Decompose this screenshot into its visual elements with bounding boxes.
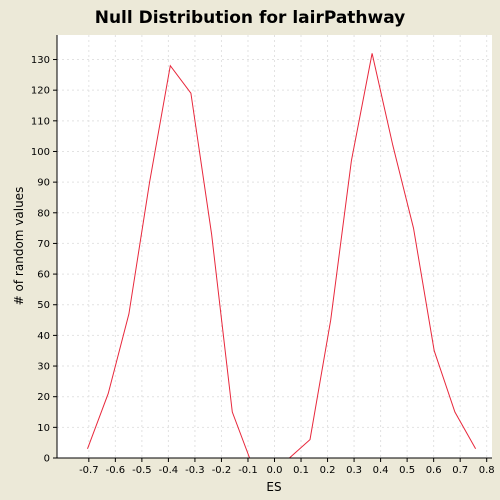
x-tick-label: -0.2 bbox=[212, 465, 232, 476]
data-point bbox=[108, 393, 109, 394]
y-tick-label: 130 bbox=[31, 55, 50, 66]
data-point bbox=[211, 234, 212, 235]
y-tick-label: 90 bbox=[37, 178, 50, 189]
x-tick-label: 0.4 bbox=[373, 465, 389, 476]
y-tick-label: 40 bbox=[37, 331, 50, 342]
x-tick-label: 0.0 bbox=[267, 465, 283, 476]
x-axis-label: ES bbox=[266, 480, 281, 494]
y-tick-label: 0 bbox=[44, 454, 50, 465]
y-axis-ticks: 0 10 20 30 40 50 60 70 80 90 100 110 120 130 bbox=[31, 55, 57, 465]
x-axis-ticks: -0.7 -0.6 -0.5 -0.4 -0.3 -0.2 -0.1 0.0 0.1 0.2 0.3… bbox=[79, 458, 495, 476]
data-point bbox=[309, 439, 310, 440]
x-tick-label: 0.2 bbox=[320, 465, 336, 476]
data-point bbox=[87, 448, 88, 449]
data-point bbox=[434, 350, 435, 351]
data-point bbox=[170, 65, 171, 66]
data-point bbox=[149, 182, 150, 183]
x-tick-label: -0.4 bbox=[159, 465, 179, 476]
y-tick-label: 110 bbox=[31, 116, 50, 127]
x-tick-label: 0.6 bbox=[426, 465, 442, 476]
x-tick-label: -0.3 bbox=[185, 465, 205, 476]
y-tick-label: 60 bbox=[37, 270, 50, 281]
data-point bbox=[190, 93, 191, 94]
y-tick-label: 10 bbox=[37, 423, 50, 434]
y-tick-label: 120 bbox=[31, 86, 50, 97]
data-point bbox=[454, 411, 455, 412]
y-tick-label: 50 bbox=[37, 300, 50, 311]
data-point bbox=[351, 160, 352, 161]
x-tick-label: 0.3 bbox=[346, 465, 362, 476]
x-tick-label: -0.1 bbox=[238, 465, 258, 476]
y-tick-label: 30 bbox=[37, 362, 50, 373]
data-point bbox=[128, 313, 129, 314]
data-point bbox=[372, 53, 373, 54]
x-tick-label: 0.7 bbox=[452, 465, 468, 476]
x-tick-label: 0.8 bbox=[479, 465, 495, 476]
data-point bbox=[392, 145, 393, 146]
grid bbox=[57, 35, 492, 459]
y-tick-label: 80 bbox=[37, 208, 50, 219]
chart-title: Null Distribution for lairPathway bbox=[95, 8, 406, 28]
data-point bbox=[330, 319, 331, 320]
data-point bbox=[232, 411, 233, 412]
x-tick-label: 0.5 bbox=[399, 465, 415, 476]
y-tick-label: 20 bbox=[37, 392, 50, 403]
x-tick-label: 0.1 bbox=[293, 465, 309, 476]
y-tick-label: 70 bbox=[37, 239, 50, 250]
y-axis-label: # of random values bbox=[12, 187, 26, 306]
data-point bbox=[413, 228, 414, 229]
y-tick-label: 100 bbox=[31, 147, 50, 158]
x-tick-label: -0.5 bbox=[132, 465, 152, 476]
data-point bbox=[475, 448, 476, 449]
x-tick-label: -0.6 bbox=[106, 465, 126, 476]
x-tick-label: -0.7 bbox=[79, 465, 99, 476]
